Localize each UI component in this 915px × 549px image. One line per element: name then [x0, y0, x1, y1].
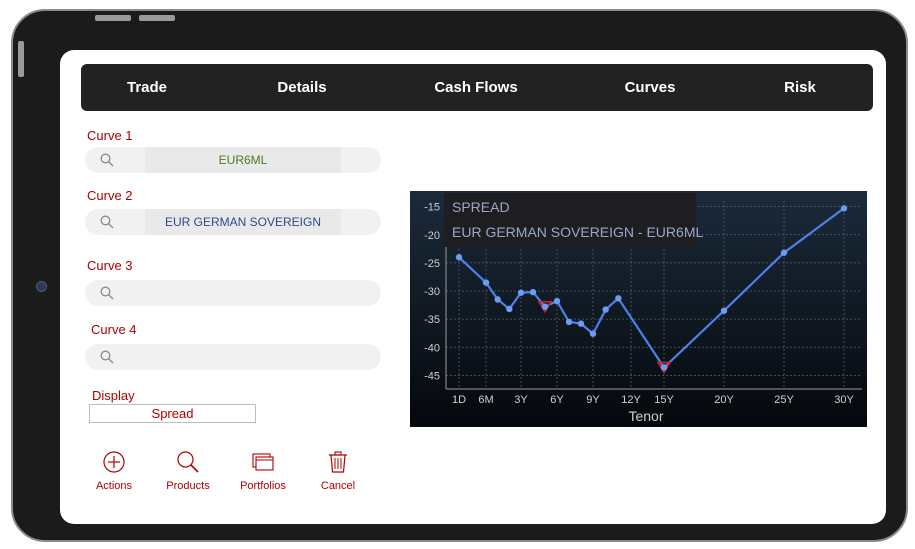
search-icon [100, 350, 114, 364]
y-tick-label: -15 [424, 202, 440, 214]
data-point [565, 318, 573, 326]
data-point [517, 289, 525, 296]
tab-cash-flows[interactable]: Cash Flows [434, 79, 518, 96]
data-point [577, 320, 585, 327]
display-label: Display [92, 388, 135, 403]
chart-series [455, 205, 848, 375]
data-point [780, 249, 788, 256]
data-point [482, 279, 490, 286]
volume-down-button [139, 15, 175, 21]
search-icon [100, 153, 114, 167]
data-point [720, 307, 728, 314]
x-tick-label: 6M [478, 394, 493, 406]
curve4-value[interactable] [145, 344, 341, 370]
curve2-field[interactable]: EUR GERMAN SOVEREIGN [85, 209, 381, 235]
y-tick-label: -25 [424, 258, 440, 270]
data-point [506, 305, 513, 313]
camera-icon [36, 281, 47, 292]
x-tick-label: 25Y [774, 394, 794, 406]
data-point [553, 297, 561, 305]
search-icon [100, 215, 114, 229]
x-tick-label: 15Y [654, 394, 674, 406]
curve1-label: Curve 1 [87, 128, 133, 143]
tablet-frame: Trade Details Cash Flows Curves Risk Cur… [11, 9, 908, 542]
display-select[interactable]: Spread [89, 404, 256, 423]
curve3-field[interactable] [85, 280, 381, 306]
y-tick-label: -40 [424, 342, 440, 354]
power-button [18, 41, 24, 77]
y-tick-label: -45 [424, 370, 440, 382]
plus-circle-icon [103, 451, 125, 473]
tab-bar: Trade Details Cash Flows Curves Risk [81, 64, 873, 111]
cancel-button[interactable]: Cancel [303, 450, 373, 492]
products-button[interactable]: Products [153, 450, 223, 492]
portfolios-button[interactable]: Portfolios [228, 450, 298, 492]
trash-icon [329, 451, 347, 473]
folders-icon [252, 453, 274, 471]
y-tick-label: -35 [424, 314, 440, 326]
volume-up-button [95, 15, 131, 21]
data-point [589, 330, 597, 337]
y-tick-label: -30 [424, 286, 440, 298]
tab-details[interactable]: Details [277, 79, 327, 96]
curve1-value[interactable]: EUR6ML [145, 147, 341, 173]
chart-title: SPREAD [452, 199, 510, 215]
actions-button[interactable]: Actions [79, 450, 149, 492]
data-point [615, 295, 622, 302]
tab-risk[interactable]: Risk [784, 79, 816, 96]
data-point [602, 306, 609, 313]
data-point [494, 296, 501, 303]
chart-xlabel: Tenor [628, 408, 663, 424]
app-screen: Trade Details Cash Flows Curves Risk Cur… [60, 50, 886, 524]
actions-label: Actions [95, 480, 133, 492]
data-point [840, 205, 848, 212]
chart-title-box [444, 193, 696, 247]
data-point [455, 254, 463, 261]
chart-subtitle: EUR GERMAN SOVEREIGN - EUR6ML [452, 224, 703, 240]
products-label: Products [166, 480, 210, 492]
x-tick-label: 9Y [586, 394, 600, 406]
curve4-field[interactable] [85, 344, 381, 370]
data-point [529, 288, 537, 296]
data-point [541, 303, 549, 310]
curve2-value[interactable]: EUR GERMAN SOVEREIGN [145, 209, 341, 235]
x-tick-label: 30Y [834, 394, 854, 406]
curve1-field[interactable]: EUR6ML [85, 147, 381, 173]
tab-curves[interactable]: Curves [624, 79, 676, 96]
chart-axes: -15 -20 -25 -30 -35 -40 -45 1D 6M 3Y 6Y 9Y 12Y 15Y 20Y… [424, 197, 862, 406]
magnifier-icon [177, 451, 199, 473]
spread-chart: -15 -20 -25 -30 -35 -40 -45 1D 6M 3Y 6Y 9Y 12Y 15Y 20Y… [410, 191, 867, 427]
x-tick-label: 1D [452, 394, 466, 406]
curve4-label: Curve 4 [91, 322, 137, 337]
curve2-label: Curve 2 [87, 188, 133, 203]
curve3-label: Curve 3 [87, 258, 133, 273]
search-icon [100, 286, 114, 300]
y-tick-label: -20 [424, 230, 440, 242]
data-point [660, 364, 668, 371]
cancel-label: Cancel [320, 480, 356, 492]
x-tick-label: 3Y [514, 394, 528, 406]
curve3-value[interactable] [145, 280, 341, 306]
portfolios-label: Portfolios [240, 480, 286, 492]
x-tick-label: 20Y [714, 394, 734, 406]
x-tick-label: 12Y [621, 394, 641, 406]
tab-trade[interactable]: Trade [126, 79, 168, 96]
x-tick-label: 6Y [550, 394, 564, 406]
